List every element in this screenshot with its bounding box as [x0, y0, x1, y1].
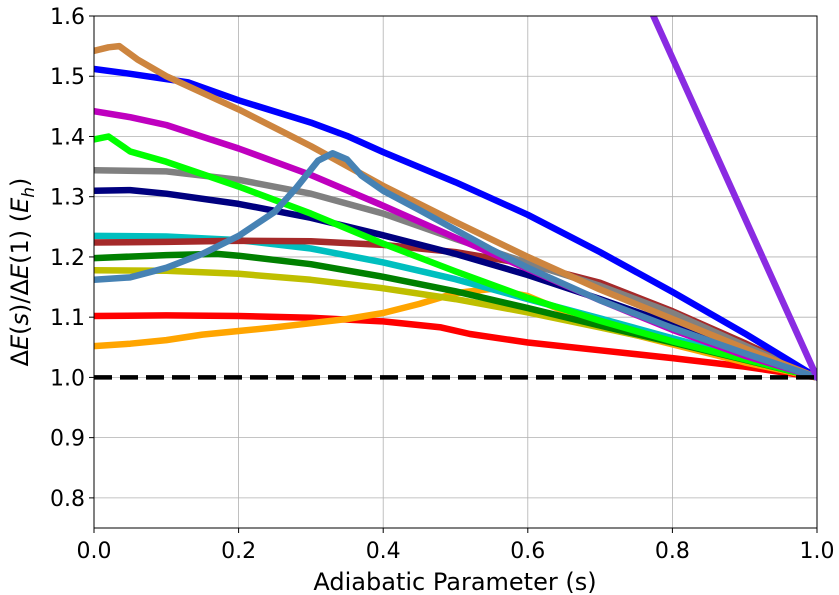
x-tick-label: 0.0 — [77, 539, 112, 564]
axis-ticks: 0.0 0.2 0.4 0.6 0.8 1.0 0.8 0.9 1.0 1.1 1.2 1.3 1.4 1… — [50, 5, 835, 564]
series-lines — [94, 16, 817, 381]
x-tick-label: 1.0 — [800, 539, 835, 564]
series-line-red — [94, 312, 817, 381]
y-tick-label: 1.2 — [50, 246, 85, 271]
series-line-blue — [94, 65, 817, 381]
y-tick-label: 1.0 — [50, 366, 85, 391]
x-axis-label: Adiabatic Parameter (s) — [313, 568, 596, 595]
plot-frame — [93, 15, 818, 529]
y-tick-label: 1.3 — [50, 186, 85, 211]
series-line-steel-blue — [94, 150, 817, 381]
y-tick-label: 1.1 — [50, 306, 85, 331]
y-tick-label: 1.5 — [50, 65, 85, 90]
y-tick-label: 1.4 — [50, 125, 85, 150]
y-tick-label: 0.9 — [50, 427, 85, 452]
x-tick-label: 0.8 — [655, 539, 690, 564]
y-tick-label: 1.6 — [50, 5, 85, 30]
x-tick-label: 0.4 — [366, 539, 401, 564]
series-line-peru — [94, 42, 817, 381]
y-axis-label: ΔE(s)/ΔE(1) (Eh) — [6, 178, 39, 367]
series-line-purple — [649, 16, 817, 381]
x-tick-label: 0.2 — [221, 539, 256, 564]
x-tick-label: 0.6 — [510, 539, 545, 564]
y-tick-label: 0.8 — [50, 487, 85, 512]
series-line-lime — [94, 133, 817, 381]
